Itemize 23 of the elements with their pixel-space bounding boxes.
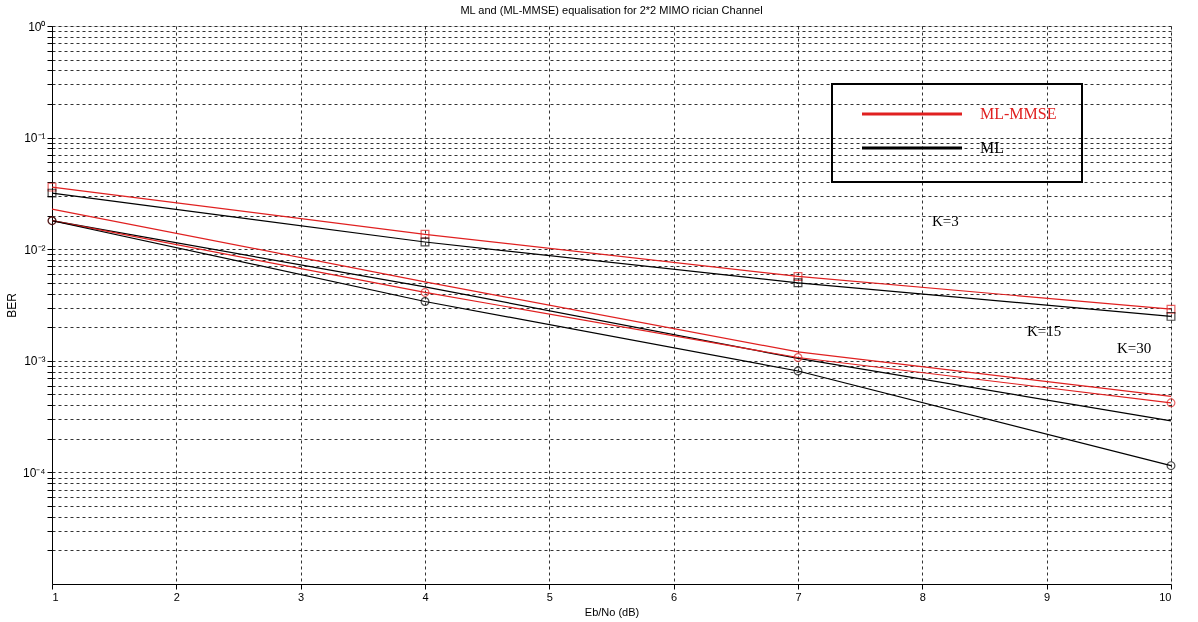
x-tick-label: 4 [422,590,429,603]
x-tick-label: 5 [546,590,553,603]
x-tick-label: 10 [1159,590,1172,603]
y-tick-label: 10⁻¹ [24,131,46,146]
annotation: K=15 [1027,323,1062,339]
x-tick-label: 3 [298,590,305,603]
annotation: K=3 [932,213,959,229]
y-tick-label: 10⁻⁴ [22,465,46,480]
text: ML [980,139,1004,156]
x-tick-label: 1 [52,590,59,603]
x-tick-label: 9 [1044,590,1051,603]
x-tick-label: 8 [919,590,926,603]
y-tick-label: 10⁰ [28,19,46,34]
text: ML-MMSE [980,105,1057,122]
x-axis-title: Eb/No (dB) [584,605,640,618]
y-tick-label: 10⁻³ [24,354,46,369]
y-tick-label: 10⁻² [24,242,46,257]
x-tick-label: 2 [173,590,180,603]
chart-title: ML and (ML-MMSE) equalisation for 2*2 MIMO rician Channel [460,4,763,16]
y-axis-title: BER [5,292,19,318]
x-tick-label: 7 [795,590,802,603]
annotation: K=30 [1117,340,1152,356]
x-tick-label: 6 [671,590,678,603]
